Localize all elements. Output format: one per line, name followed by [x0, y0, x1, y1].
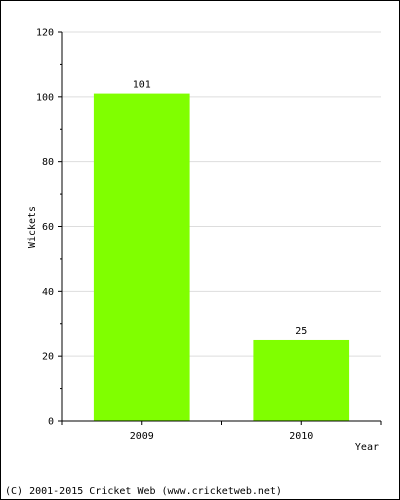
x-tick-label: 2010 — [289, 431, 313, 442]
bar-value-label: 25 — [295, 326, 307, 337]
x-axis-ticks: 2009 2010 — [61, 421, 382, 442]
y-axis-ticks: 0 20 40 60 80 100 120 — [36, 28, 62, 428]
bar-2009 — [93, 93, 190, 421]
x-axis-label: Year — [355, 442, 379, 453]
y-axis-label: Wickets — [27, 206, 38, 248]
bars — [93, 93, 350, 421]
y-tick-label: 0 — [48, 417, 54, 428]
y-tick-label: 120 — [36, 28, 54, 39]
x-tick-label: 2009 — [130, 431, 154, 442]
y-tick-label: 60 — [42, 222, 54, 233]
bar-value-label: 101 — [133, 80, 151, 91]
y-tick-label: 20 — [42, 352, 54, 363]
bar-data-labels: 101 25 — [133, 80, 308, 337]
y-tick-label: 40 — [42, 287, 54, 298]
y-tick-label: 100 — [36, 92, 54, 103]
bar-2010 — [253, 339, 350, 421]
copyright-footer: (C) 2001-2015 Cricket Web (www.cricketwe… — [5, 486, 282, 497]
y-tick-label: 80 — [42, 157, 54, 168]
